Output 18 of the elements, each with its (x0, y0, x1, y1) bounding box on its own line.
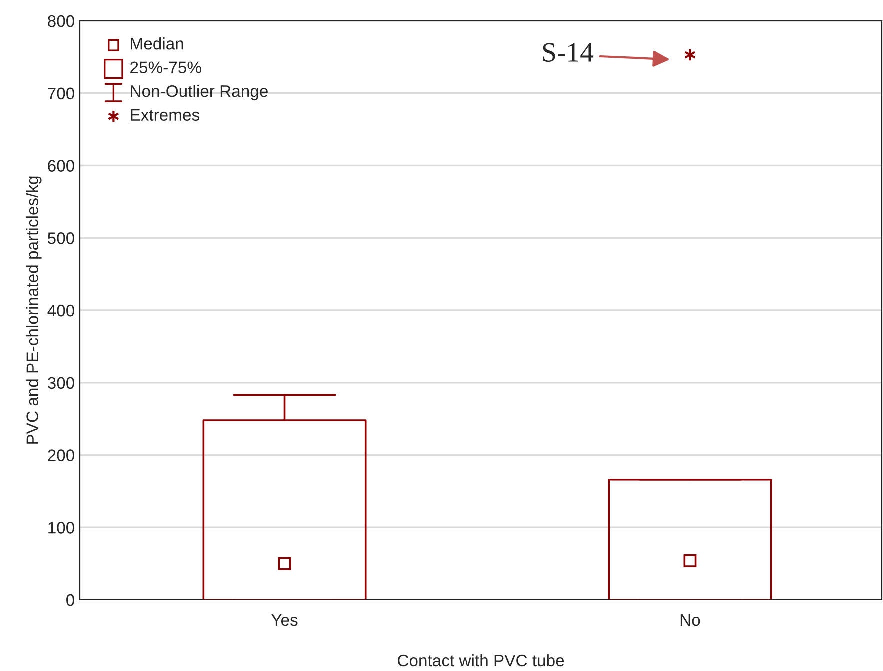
x-axis-title: Contact with PVC tube (398, 654, 564, 667)
y-tick-label: 500 (48, 232, 74, 244)
annotation: Median (131, 38, 184, 50)
y-axis-title: PVC and PE-chlorinated particles/kg (26, 176, 42, 444)
y-tick-label: 300 (48, 377, 74, 390)
y-tick-label: 700 (48, 88, 74, 100)
y-tick-label: 200 (48, 450, 74, 462)
annotation: Extremes (131, 109, 200, 122)
y-tick-label: 100 (48, 522, 74, 534)
x-tick-label: Yes (272, 614, 298, 626)
y-tick-label: 800 (48, 15, 74, 28)
y-tick-label: 400 (48, 304, 74, 317)
x-tick-label: No (680, 614, 700, 626)
annotation: 25%-75% (130, 62, 202, 74)
annotation: Non-Outlier Range (131, 85, 268, 101)
y-tick-label: 600 (48, 160, 74, 172)
y-tick-label: 0 (66, 594, 74, 606)
annotation: S-14 (543, 43, 594, 62)
